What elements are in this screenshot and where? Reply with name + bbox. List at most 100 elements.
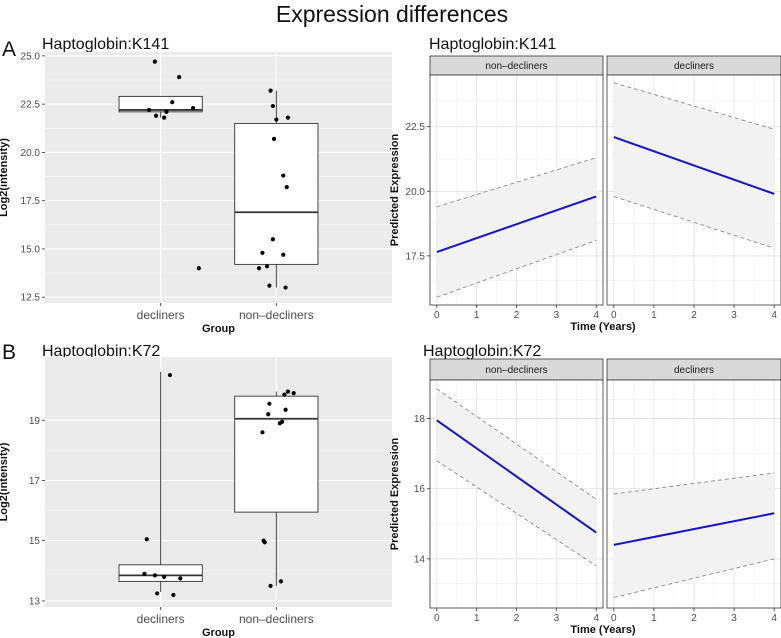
data-point [277,421,282,426]
y-tick-label: 22.5 [21,100,41,111]
y-axis-label: Predicted Expression [389,133,401,246]
y-tick-label: 13 [29,596,41,607]
y-tick-label: 17 [29,476,41,487]
data-point [278,579,284,584]
x-tick-label: 0 [611,310,617,321]
data-point [264,264,270,269]
data-point [270,103,275,109]
y-tick-label: 20.0 [406,187,426,198]
fit-line [613,512,775,546]
y-tick-label: 12.5 [21,293,41,304]
y-tick-label: 25.0 [21,51,41,62]
data-point [147,107,152,113]
chart-b-boxplot: Haptoglobin:K72 13 15 17 19 decliners non–decl… [0,343,392,638]
data-point [152,573,157,578]
x-tick-label: non–decliners [239,612,314,626]
x-tick-label: 3 [554,613,560,624]
fit-line [436,195,597,253]
chart-a-trend: Haptoglobin:K141 non–decliners 0 1 2 3 4 declin… [389,36,781,333]
y-tick-label: 22.5 [406,122,426,133]
facet-strip-label: non–decliners [485,61,547,72]
x-tick-label: 0 [434,310,440,321]
x-tick-label: 4 [771,613,777,624]
y-tick-label: 16 [414,484,426,495]
x-tick-label: 2 [514,310,520,321]
data-point [267,283,272,288]
x-tick-label: 2 [691,310,697,321]
data-point [162,574,167,579]
y-axis-label: Log2(intensity) [0,442,10,521]
ci-lower-line [436,239,597,298]
data-point [155,591,160,596]
data-point [162,115,167,120]
ci-upper-line [613,472,775,495]
x-axis-label: Time (Years) [570,624,636,636]
y-tick-label: 17.5 [406,251,426,262]
data-point [282,392,287,397]
data-point [281,173,286,178]
data-point [170,100,175,105]
data-point [267,401,272,406]
chart-title: Haptoglobin:K72 [42,343,160,360]
box-iqr [118,564,203,582]
x-tick-label: 3 [731,310,737,321]
data-point [283,285,288,290]
data-point [262,540,267,545]
data-point [142,571,147,576]
x-tick-label: 1 [651,613,657,624]
data-point [190,105,196,111]
y-tick-label: 17.5 [21,196,41,207]
x-axis-label: Group [202,323,235,335]
data-point [164,109,169,114]
x-tick-label: decliners [137,308,185,322]
figure-title: Expression differences [276,1,508,27]
fit-line [613,136,775,195]
facet-strip-label: decliners [674,365,714,376]
x-tick-label: 0 [434,613,440,624]
y-tick-label: 20.0 [21,148,41,159]
x-tick-label: 3 [554,310,560,321]
chart-title: Haptoglobin:K72 [423,343,541,360]
data-point [268,88,273,93]
data-point [268,583,273,589]
box-iqr [234,395,319,513]
data-point [171,592,176,598]
data-point [271,136,277,141]
box-iqr [118,95,203,113]
data-point [144,537,149,542]
chart-a-boxplot: Haptoglobin:K141 12.5 15.0 17.5 20.0 22.5 25.0… [0,36,392,335]
data-point [260,430,265,435]
x-tick-label: 4 [593,613,599,624]
x-tick-label: 1 [651,310,657,321]
x-tick-label: 2 [691,613,697,624]
data-point [283,407,288,412]
data-point [260,250,265,255]
ci-upper-line [436,388,597,500]
x-axis-label: Time (Years) [570,321,636,333]
y-tick-label: 19 [29,416,41,427]
x-tick-label: 4 [771,310,777,321]
panel-letter-a: A [2,38,16,61]
data-point [178,576,183,581]
chart-title: Haptoglobin:K141 [42,36,169,53]
ci-lower-line [436,460,597,567]
data-point [285,389,290,394]
data-point [153,113,159,118]
x-tick-label: 4 [593,310,599,321]
x-tick-label: 3 [731,613,737,624]
x-tick-label: non–decliners [239,308,314,322]
data-point [177,75,182,80]
y-tick-label: 15 [29,536,41,547]
data-point [266,412,271,417]
x-tick-label: 1 [474,613,480,624]
facet-strip-label: decliners [674,61,714,72]
data-point [167,372,173,378]
ci-lower-line [613,196,775,249]
x-axis-label: Group [202,627,235,638]
x-tick-label: 2 [514,613,520,624]
y-tick-label: 14 [414,554,426,565]
data-point [281,252,286,257]
confidence-ribbon [613,472,775,598]
data-point [196,266,201,271]
